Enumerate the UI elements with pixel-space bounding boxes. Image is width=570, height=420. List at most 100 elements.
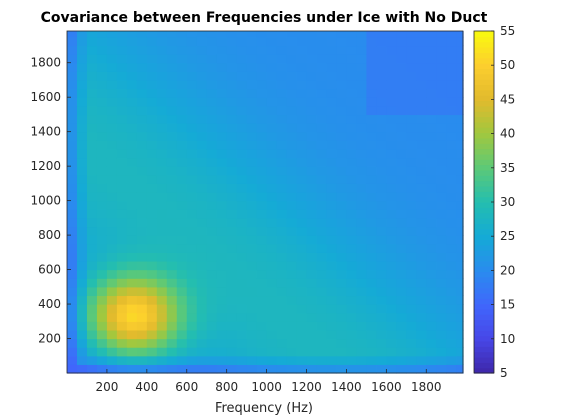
heatmap-cell bbox=[196, 97, 208, 107]
heatmap-cell bbox=[186, 217, 198, 228]
heatmap-cell bbox=[156, 71, 168, 81]
heatmap-cell bbox=[286, 347, 298, 357]
heatmap-cell bbox=[226, 295, 238, 305]
heatmap-cell bbox=[456, 36, 464, 47]
heatmap-cell bbox=[186, 200, 198, 210]
heatmap-cell bbox=[67, 97, 78, 107]
heatmap-cell bbox=[106, 192, 118, 202]
heatmap-cell bbox=[116, 286, 128, 297]
heatmap-cell bbox=[386, 192, 397, 202]
heatmap-cell bbox=[286, 148, 298, 159]
heatmap-cell bbox=[146, 105, 158, 116]
heatmap-cell bbox=[436, 355, 447, 365]
heatmap-cell bbox=[296, 338, 308, 348]
heatmap-cell bbox=[106, 174, 118, 184]
heatmap-cell bbox=[166, 269, 178, 279]
heatmap-cell bbox=[236, 114, 248, 124]
heatmap-cell bbox=[136, 36, 148, 47]
heatmap-cell bbox=[166, 166, 178, 176]
heatmap-cell bbox=[456, 105, 464, 116]
heatmap-cell bbox=[276, 338, 288, 348]
heatmap-cell bbox=[106, 347, 118, 357]
heatmap-cell bbox=[186, 235, 198, 245]
heatmap-cell bbox=[126, 252, 138, 262]
heatmap-cell bbox=[67, 269, 78, 279]
heatmap-cell bbox=[116, 347, 128, 357]
heatmap-cell bbox=[266, 114, 278, 124]
heatmap-cell bbox=[256, 31, 268, 38]
heatmap-cell bbox=[306, 97, 318, 107]
heatmap-cell bbox=[86, 45, 98, 55]
heatmap-cell bbox=[426, 157, 437, 167]
heatmap-cell bbox=[336, 260, 348, 271]
heatmap-cell bbox=[296, 295, 308, 305]
heatmap-cell bbox=[336, 355, 348, 365]
heatmap-cell bbox=[266, 88, 278, 98]
heatmap-cell bbox=[406, 243, 417, 253]
heatmap-cell bbox=[326, 286, 338, 297]
heatmap-cell bbox=[216, 123, 228, 133]
heatmap-cell bbox=[146, 45, 158, 55]
colorbar-segment bbox=[474, 68, 494, 75]
heatmap-cell bbox=[426, 114, 437, 124]
heatmap-cell bbox=[166, 183, 178, 193]
heatmap-cell bbox=[436, 54, 447, 64]
heatmap-cell bbox=[326, 192, 338, 202]
heatmap-cell bbox=[67, 355, 78, 365]
heatmap-cell bbox=[446, 97, 457, 107]
heatmap-cell bbox=[156, 192, 168, 202]
heatmap-cell bbox=[146, 36, 158, 47]
heatmap-cell bbox=[206, 105, 218, 116]
heatmap-cell bbox=[326, 329, 338, 340]
heatmap-cell bbox=[276, 45, 288, 55]
heatmap-cell bbox=[106, 140, 118, 150]
heatmap-cell bbox=[376, 235, 387, 245]
heatmap-cell bbox=[96, 252, 108, 262]
heatmap-cell bbox=[206, 355, 218, 365]
heatmap-cell bbox=[146, 235, 158, 245]
heatmap-cell bbox=[336, 226, 348, 236]
heatmap-cell bbox=[86, 183, 98, 193]
heatmap-cell bbox=[456, 31, 464, 38]
heatmap-cell bbox=[67, 183, 78, 193]
heatmap-cell bbox=[106, 183, 118, 193]
heatmap-cell bbox=[286, 131, 298, 141]
heatmap-cell bbox=[246, 105, 258, 116]
heatmap-cell bbox=[86, 226, 98, 236]
heatmap-cell bbox=[296, 243, 308, 253]
colorbar-segment bbox=[474, 362, 494, 369]
heatmap-cell bbox=[316, 97, 328, 107]
heatmap-cell bbox=[136, 312, 148, 322]
heatmap-cell bbox=[76, 355, 88, 365]
heatmap-cell bbox=[256, 243, 268, 253]
heatmap-cell bbox=[96, 355, 108, 365]
heatmap-cell bbox=[376, 131, 387, 141]
heatmap-cell bbox=[406, 148, 417, 159]
heatmap-cell bbox=[166, 260, 178, 271]
heatmap-cell bbox=[156, 166, 168, 176]
heatmap-cell bbox=[206, 45, 218, 55]
heatmap-cell bbox=[76, 174, 88, 184]
heatmap-cell bbox=[156, 62, 168, 72]
heatmap-cell bbox=[166, 209, 178, 219]
heatmap-cell bbox=[216, 355, 228, 365]
heatmap-cell bbox=[96, 54, 108, 64]
heatmap-cell bbox=[67, 36, 78, 47]
heatmap-cell bbox=[96, 79, 108, 90]
heatmap-cell bbox=[176, 31, 188, 38]
heatmap-cell bbox=[156, 45, 168, 55]
colorbar-tick-label: 5 bbox=[500, 366, 508, 380]
heatmap-cell bbox=[396, 269, 407, 279]
x-tick-label: 1000 bbox=[251, 380, 282, 394]
plot-frame bbox=[66, 30, 464, 374]
heatmap-cell bbox=[256, 321, 268, 331]
heatmap-cell bbox=[456, 278, 464, 288]
heatmap-cell bbox=[106, 364, 118, 374]
heatmap-cell bbox=[266, 31, 278, 38]
colorbar-segment bbox=[474, 335, 494, 342]
heatmap-cell bbox=[366, 243, 377, 253]
heatmap-cell bbox=[376, 304, 387, 314]
heatmap-cell bbox=[86, 286, 98, 297]
colorbar-segment bbox=[474, 308, 494, 315]
heatmap-cell bbox=[166, 88, 178, 98]
